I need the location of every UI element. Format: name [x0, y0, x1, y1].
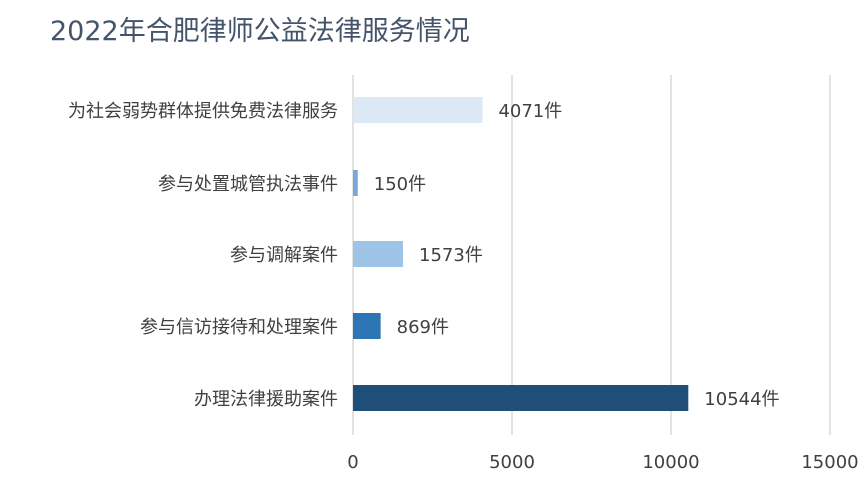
labels: 0 5000 10000 15000 为社会弱势群体提供免费法律服务 4071件参与处置城… — [68, 101, 859, 473]
category-label: 为社会弱势群体提供免费法律服务 — [68, 101, 338, 122]
data-label: 4071件 — [498, 101, 562, 122]
category-label: 参与信访接待和处理案件 — [140, 317, 338, 338]
bars — [353, 97, 689, 411]
data-label: 869件 — [397, 317, 449, 338]
category-label: 参与处置城管执法事件 — [158, 174, 338, 195]
chart-title: 2022年合肥律师公益法律服务情况 — [50, 16, 470, 47]
x-tick-label: 0 — [347, 452, 358, 473]
bar — [353, 97, 483, 123]
bar — [353, 170, 358, 196]
x-tick-label: 10000 — [642, 452, 699, 473]
bar — [353, 313, 381, 339]
category-label: 办理法律援助案件 — [194, 389, 338, 410]
data-label: 10544件 — [704, 389, 779, 410]
bar — [353, 241, 404, 267]
bar — [353, 385, 689, 411]
category-label: 参与调解案件 — [230, 245, 338, 266]
x-tick-label: 15000 — [801, 452, 858, 473]
x-tick-label: 5000 — [489, 452, 535, 473]
data-label: 150件 — [374, 174, 426, 195]
data-label: 1573件 — [419, 245, 483, 266]
